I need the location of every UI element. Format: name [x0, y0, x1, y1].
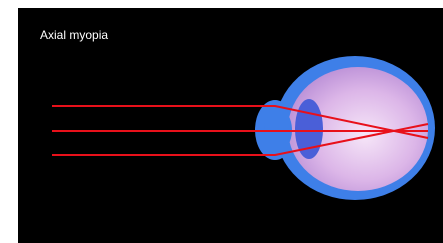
title: Axial myopia: [40, 28, 108, 42]
page: {"title": "Axial myopia"} Axial myopia (…: [0, 0, 443, 243]
diagram: Axial myopia: [0, 0, 443, 243]
